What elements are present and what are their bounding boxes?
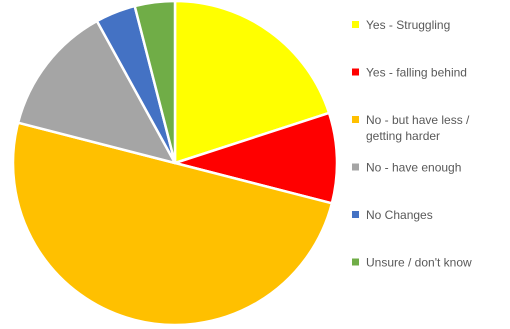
pie-slice-no-have-enough [16,19,177,165]
pie-slice-yes-falling-behind [173,111,339,205]
legend-label-yes-struggling: Yes - Struggling [366,18,450,32]
legend-label-no-changes: No Changes [366,208,433,222]
legend-swatch-no-but-have-less-getting-harder [352,116,359,123]
legend-label-no-but-have-less-getting-harder: No - but have less / getting harder [366,113,470,143]
legend-swatch-yes-struggling [352,21,359,28]
pie-slice-yes-struggling [173,0,331,165]
legend-label-no-have-enough: No - have enough [366,161,461,175]
pie-slice-no-but-have-less-getting-harder [11,121,334,327]
legend-swatch-no-have-enough [352,163,359,171]
pie-slices [11,0,339,327]
pie-slice-unsure-don-t-know [133,0,177,165]
legend-label-unsure-don-t-know: Unsure / don't know [366,256,472,270]
legend-swatch-no-changes [352,211,359,218]
legend-swatch-unsure-don-t-know [352,258,359,266]
legend-swatch-yes-falling-behind [352,68,359,76]
legend-label-yes-falling-behind: Yes - falling behind [366,66,467,80]
legend: Yes - Struggling Yes - falling behind No -… [352,18,472,270]
